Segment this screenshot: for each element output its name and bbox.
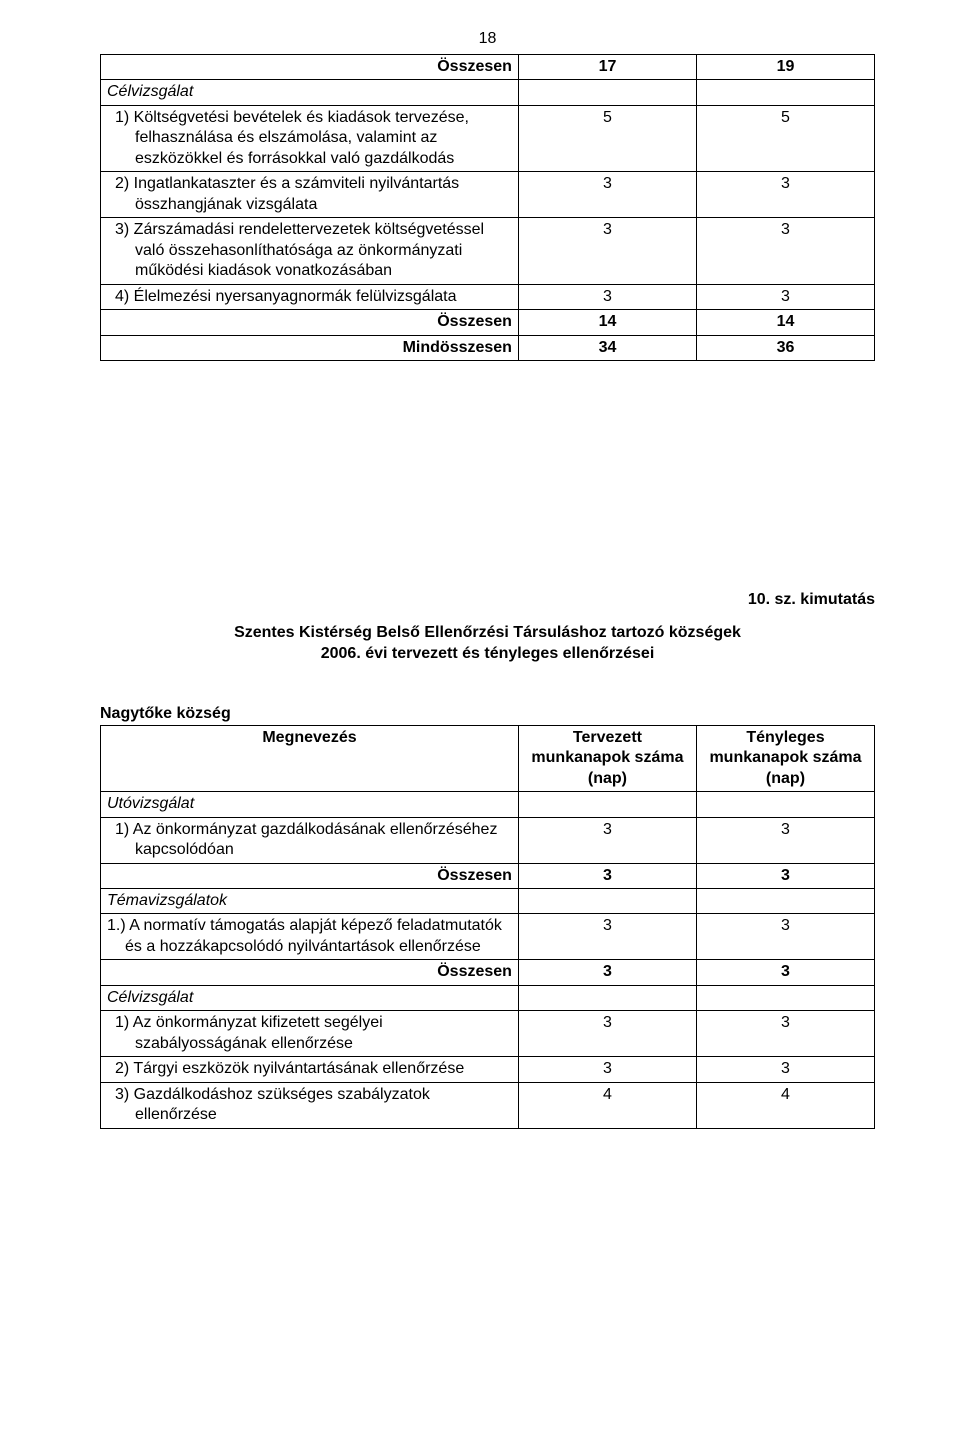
cell-value-planned: 3 — [518, 284, 696, 309]
cell-label: Összesen — [101, 310, 519, 335]
cell-value-actual: 14 — [696, 310, 874, 335]
cell-label: 2) Tárgyi eszközök nyilvántartásának ell… — [101, 1057, 519, 1082]
cell-value-actual: 3 — [696, 914, 874, 960]
table-top: Összesen1719Célvizsgálat1) Költségvetési… — [100, 54, 875, 361]
table-row: 1.) A normatív támogatás alapját képező … — [101, 914, 875, 960]
cell-label: Utóvizsgálat — [101, 792, 519, 817]
cell-value-planned: 3 — [518, 218, 696, 284]
table-row: Mindösszesen3436 — [101, 335, 875, 360]
cell-value-planned: 34 — [518, 335, 696, 360]
section-title-line1: Szentes Kistérség Belső Ellenőrzési Társ… — [234, 624, 741, 641]
table-row: 2) Tárgyi eszközök nyilvántartásának ell… — [101, 1057, 875, 1082]
cell-value-planned: 3 — [518, 863, 696, 888]
cell-label: 1) Költségvetési bevételek és kiadások t… — [101, 105, 519, 171]
cell-value-planned: 3 — [518, 960, 696, 985]
cell-value-planned: 3 — [518, 1057, 696, 1082]
cell-value-actual: 3 — [696, 863, 874, 888]
cell-label: 3) Gazdálkodáshoz szükséges szabályzatok… — [101, 1082, 519, 1128]
statement-number: 10. sz. kimutatás — [100, 591, 875, 609]
cell-value-actual: 3 — [696, 960, 874, 985]
col-header-name: Megnevezés — [101, 725, 519, 791]
cell-value-planned: 3 — [518, 172, 696, 218]
table-row: Témavizsgálatok — [101, 888, 875, 913]
table-row: Összesen1719 — [101, 55, 875, 80]
cell-value-actual: 19 — [696, 55, 874, 80]
cell-label: Mindösszesen — [101, 335, 519, 360]
page-number: 18 — [100, 30, 875, 48]
cell-value-planned — [518, 985, 696, 1010]
table-row: 1) Költségvetési bevételek és kiadások t… — [101, 105, 875, 171]
cell-value-actual — [696, 792, 874, 817]
document-page: 18 Összesen1719Célvizsgálat1) Költségvet… — [0, 0, 960, 1444]
cell-value-actual: 3 — [696, 1057, 874, 1082]
cell-value-actual: 4 — [696, 1082, 874, 1128]
cell-label: Célvizsgálat — [101, 80, 519, 105]
cell-value-planned — [518, 888, 696, 913]
cell-value-planned: 17 — [518, 55, 696, 80]
cell-label: 1) Az önkormányzat gazdálkodásának ellen… — [101, 817, 519, 863]
table-bottom: Megnevezés Tervezett munkanapok száma (n… — [100, 725, 875, 1129]
cell-value-actual: 36 — [696, 335, 874, 360]
cell-label: 1) Az önkormányzat kifizetett segélyei s… — [101, 1011, 519, 1057]
cell-label: Célvizsgálat — [101, 985, 519, 1010]
cell-value-planned: 3 — [518, 817, 696, 863]
cell-value-planned: 4 — [518, 1082, 696, 1128]
table-header-row: Megnevezés Tervezett munkanapok száma (n… — [101, 725, 875, 791]
cell-label: Összesen — [101, 863, 519, 888]
cell-label: 4) Élelmezési nyersanyagnormák felülvizs… — [101, 284, 519, 309]
cell-value-planned: 14 — [518, 310, 696, 335]
cell-value-actual: 3 — [696, 218, 874, 284]
cell-label: Összesen — [101, 55, 519, 80]
table-row: 3) Gazdálkodáshoz szükséges szabályzatok… — [101, 1082, 875, 1128]
table-row: Összesen33 — [101, 960, 875, 985]
cell-label: Összesen — [101, 960, 519, 985]
col-header-actual: Tényleges munkanapok száma (nap) — [696, 725, 874, 791]
cell-value-planned — [518, 80, 696, 105]
village-name: Nagytőke község — [100, 705, 875, 723]
cell-value-actual — [696, 985, 874, 1010]
table-row: Célvizsgálat — [101, 80, 875, 105]
cell-label: 2) Ingatlankataszter és a számviteli nyi… — [101, 172, 519, 218]
table-row: Utóvizsgálat — [101, 792, 875, 817]
cell-value-actual: 3 — [696, 817, 874, 863]
cell-value-planned: 3 — [518, 914, 696, 960]
cell-value-planned — [518, 792, 696, 817]
cell-value-actual — [696, 80, 874, 105]
cell-value-planned: 3 — [518, 1011, 696, 1057]
col-header-planned: Tervezett munkanapok száma (nap) — [518, 725, 696, 791]
cell-value-actual: 3 — [696, 1011, 874, 1057]
table-row: Összesen1414 — [101, 310, 875, 335]
table-row: 4) Élelmezési nyersanyagnormák felülvizs… — [101, 284, 875, 309]
section-title-line2: 2006. évi tervezett és tényleges ellenőr… — [321, 645, 655, 662]
table-row: 2) Ingatlankataszter és a számviteli nyi… — [101, 172, 875, 218]
cell-value-actual: 3 — [696, 284, 874, 309]
cell-value-actual — [696, 888, 874, 913]
cell-value-planned: 5 — [518, 105, 696, 171]
cell-label: Témavizsgálatok — [101, 888, 519, 913]
cell-label: 1.) A normatív támogatás alapját képező … — [101, 914, 519, 960]
section-title: Szentes Kistérség Belső Ellenőrzési Társ… — [100, 623, 875, 665]
table-row: 1) Az önkormányzat gazdálkodásának ellen… — [101, 817, 875, 863]
cell-value-actual: 3 — [696, 172, 874, 218]
table-row: 1) Az önkormányzat kifizetett segélyei s… — [101, 1011, 875, 1057]
cell-value-actual: 5 — [696, 105, 874, 171]
table-row: Célvizsgálat — [101, 985, 875, 1010]
cell-label: 3) Zárszámadási rendelettervezetek költs… — [101, 218, 519, 284]
table-row: 3) Zárszámadási rendelettervezetek költs… — [101, 218, 875, 284]
table-row: Összesen33 — [101, 863, 875, 888]
